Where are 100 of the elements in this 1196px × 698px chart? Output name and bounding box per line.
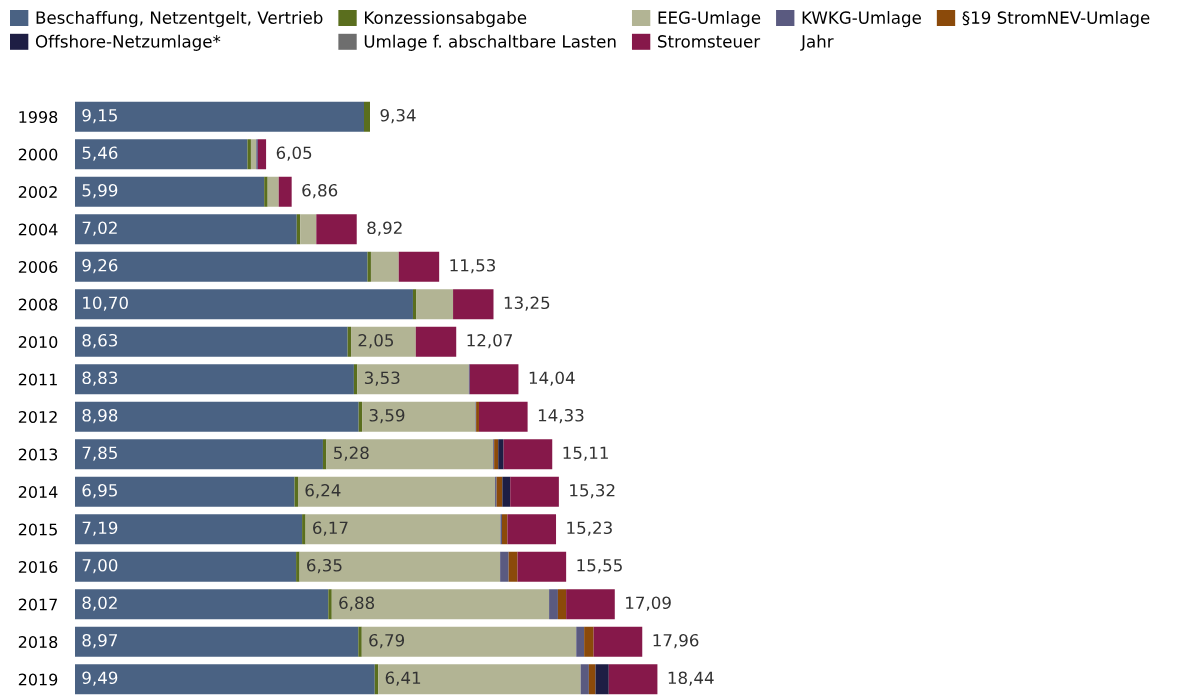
bar: [566, 589, 615, 620]
bar: [358, 626, 362, 657]
data-label: 8,63: [82, 333, 118, 349]
bar: [508, 551, 518, 582]
bar: [316, 214, 357, 245]
bar: [299, 551, 501, 582]
total-label: 6,05: [276, 146, 312, 161]
bar: [250, 139, 257, 170]
bar: [247, 139, 251, 170]
data-label: 6,35: [307, 558, 342, 574]
data-label: 8,98: [82, 408, 118, 424]
y-tick-label: 2018: [18, 635, 58, 649]
total-label: 12,07: [467, 333, 512, 349]
bar: [503, 439, 553, 470]
bar: [296, 551, 300, 582]
bar: [278, 176, 292, 207]
bar: [257, 139, 267, 170]
bar: [305, 514, 501, 545]
total-label: 15,55: [577, 559, 622, 574]
bar: [326, 439, 494, 470]
bar: [75, 551, 297, 582]
bar: [416, 289, 454, 320]
bar: [75, 289, 413, 320]
bar: [357, 364, 469, 395]
data-label: 9,49: [82, 671, 118, 686]
total-label: 18,44: [668, 671, 714, 686]
total-label: 8,92: [367, 221, 402, 236]
bar: [478, 401, 528, 432]
y-tick-label: 2014: [18, 485, 58, 499]
total-label: 15,23: [567, 521, 612, 536]
y-tick-label: 2013: [18, 448, 58, 461]
y-tick-label: 2012: [18, 410, 57, 424]
bar: [576, 626, 585, 657]
data-label: 7,19: [82, 521, 118, 536]
data-label: 9,15: [82, 108, 117, 124]
bar: [351, 326, 416, 357]
total-label: 13,25: [504, 296, 550, 311]
bar: [75, 214, 297, 245]
legend-label: EEG-Umlage: [658, 11, 761, 28]
data-label: 7,85: [82, 446, 117, 461]
y-tick-label: 2002: [18, 185, 57, 199]
total-label: 17,96: [653, 633, 699, 649]
bar: [75, 476, 295, 507]
bar: [507, 514, 557, 545]
data-label: 6,17: [313, 521, 348, 536]
bar: [502, 514, 508, 545]
bar: [510, 476, 559, 507]
bar: [75, 626, 359, 657]
y-tick-label: 2016: [18, 560, 58, 574]
bar: [75, 364, 354, 395]
total-label: 17,09: [626, 596, 671, 611]
legend-label: Umlage f. abschaltbare Lasten: [364, 34, 616, 51]
bar: [75, 251, 368, 282]
data-label: 6,79: [369, 633, 405, 649]
bar: [302, 514, 306, 545]
data-label: 5,28: [334, 446, 369, 461]
bar: [498, 439, 504, 470]
bar: [75, 664, 375, 695]
data-label: 7,02: [82, 221, 117, 236]
data-label: 5,99: [82, 183, 118, 199]
bar: [494, 439, 499, 470]
bar: [267, 176, 279, 207]
bar: [517, 551, 567, 582]
bar: [75, 139, 248, 170]
data-label: 3,59: [369, 408, 405, 424]
legend-label: §19 StromNEV-Umlage: [962, 11, 1150, 28]
legend-label: Beschaffung, Netzentgelt, Vertrieb: [36, 11, 323, 28]
data-label: 6,88: [339, 596, 375, 611]
legend-label: Stromsteuer: [658, 35, 761, 48]
bar: [584, 626, 594, 657]
bar: [370, 251, 399, 282]
bar: [608, 664, 658, 695]
total-label: 14,04: [529, 371, 575, 386]
data-label: 6,24: [305, 483, 341, 499]
total-label: 11,53: [450, 258, 496, 274]
data-label: 10,70: [83, 296, 128, 311]
y-tick-label: 2017: [18, 598, 57, 611]
bar: [557, 589, 567, 620]
y-tick-label: 2008: [18, 298, 58, 311]
bar: [300, 214, 317, 245]
data-label: 6,95: [82, 483, 117, 499]
data-label: 2,05: [358, 333, 394, 349]
total-label: 6,86: [302, 183, 338, 199]
legend-label: Offshore-Netzumlage*: [35, 34, 221, 51]
y-tick-label: 2011: [18, 373, 57, 386]
text: Jahr: [800, 34, 834, 51]
bar: [75, 439, 323, 470]
legend-label: Konzessionsabgabe: [365, 11, 527, 28]
data-label: 8,02: [82, 596, 117, 611]
bar: [398, 251, 440, 282]
data-label: 8,97: [82, 633, 117, 649]
bar: [453, 289, 494, 320]
bar: [75, 401, 359, 432]
bar: [362, 401, 476, 432]
bar: [588, 664, 596, 695]
bar: [580, 664, 589, 695]
bar: [469, 364, 519, 395]
bar: [264, 176, 268, 207]
total-label: 9,34: [380, 108, 416, 124]
bar: [367, 251, 371, 282]
